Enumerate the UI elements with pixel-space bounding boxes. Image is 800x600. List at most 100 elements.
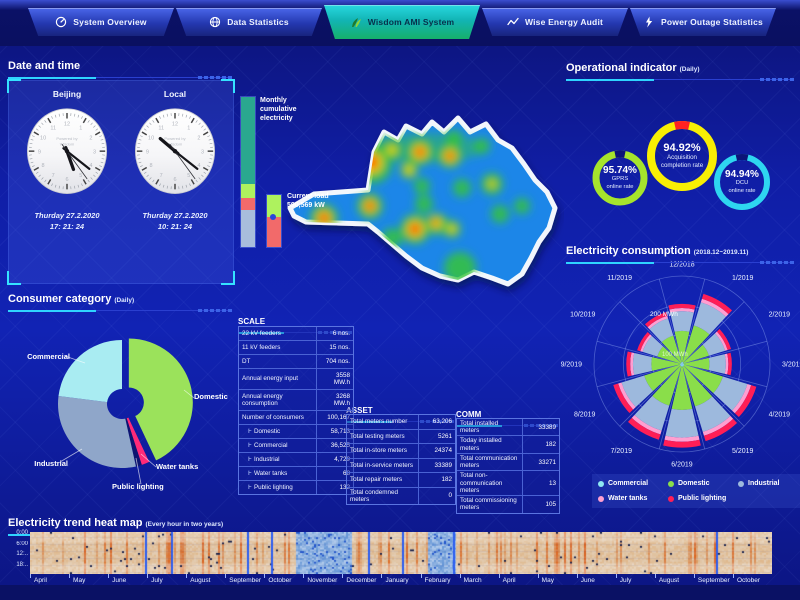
rose-sector[interactable] (627, 417, 661, 440)
pie-slice-industrial[interactable] (57, 395, 136, 468)
rose-sector[interactable] (734, 385, 757, 418)
rose-sector[interactable] (631, 414, 662, 435)
rose-sector[interactable] (664, 435, 700, 442)
pie-slice-water-tanks[interactable] (126, 417, 150, 465)
rose-sector[interactable] (670, 311, 694, 332)
rose-sector[interactable] (626, 351, 632, 377)
rose-sector[interactable] (682, 364, 684, 367)
rose-sector[interactable] (683, 344, 709, 364)
rose-sector[interactable] (682, 325, 710, 363)
rose-sector[interactable] (681, 364, 683, 367)
svg-text:6: 6 (65, 177, 68, 183)
rose-sector[interactable] (682, 365, 713, 407)
rose-sector[interactable] (683, 364, 723, 394)
rose-sector[interactable] (661, 335, 682, 363)
rose-sector[interactable] (708, 354, 726, 374)
rose-sector[interactable] (618, 382, 636, 410)
asset-table: Total meters number 63,206 Total testing m… (346, 414, 456, 505)
heatmap-month-label: May (541, 577, 554, 584)
rose-month-label: 9/2019 (561, 362, 583, 369)
rose-sector[interactable] (640, 334, 652, 352)
rose-sector[interactable] (702, 333, 726, 356)
heatmap-month-tick (30, 574, 31, 578)
bar-segment (267, 216, 281, 247)
legend-item-commercial[interactable]: Commercial (598, 480, 658, 487)
table-row: Annual energy input 3558 MW.h (239, 368, 353, 389)
rose-sector[interactable] (630, 352, 635, 376)
rose-sector[interactable] (674, 330, 690, 363)
tab-system-overview[interactable]: System Overview (28, 8, 174, 36)
rose-sector[interactable] (702, 415, 734, 436)
heatmap-month-tick (693, 574, 695, 578)
table-row: Ͱ Water tanks 68 (239, 466, 353, 480)
rose-sector[interactable] (682, 363, 684, 365)
rose-sector[interactable] (657, 346, 681, 364)
rose-sector[interactable] (680, 363, 682, 365)
legend-item-domestic[interactable]: Domestic (668, 480, 728, 487)
row-label: 22 kV feeders (242, 329, 281, 337)
rose-sector[interactable] (682, 361, 684, 364)
bar-segment (241, 197, 255, 210)
rose-sector[interactable] (682, 362, 684, 364)
table-row: Today installed meters 182 (457, 435, 559, 453)
svg-text:12: 12 (172, 122, 178, 128)
pie-slice-public-lighting[interactable] (125, 418, 142, 467)
legend-item-public-lighting[interactable]: Public lighting (668, 495, 728, 502)
rose-sector[interactable] (681, 362, 683, 364)
rose-sector[interactable] (669, 308, 695, 313)
rose-sector[interactable] (693, 302, 727, 335)
heatmap-month-label: November (307, 577, 338, 584)
rose-sector[interactable] (644, 312, 668, 328)
rose-sector[interactable] (621, 375, 654, 408)
row-value: 4,729 (316, 453, 353, 466)
clock-local: Local 1 2 3 4 5 6 7 8 9 10 11 12 Powered by Wisdom Th… (123, 89, 227, 231)
heatmap-month-label: April (502, 577, 516, 584)
pie-label: Commercial (27, 352, 70, 361)
rose-sector[interactable] (651, 357, 681, 371)
rose-sector[interactable] (701, 293, 733, 315)
rose-sector[interactable] (632, 352, 653, 376)
rose-sector[interactable] (613, 383, 634, 414)
legend-item-water-tanks[interactable]: Water tanks (598, 495, 658, 502)
tab-wisdom-ami-system[interactable]: Wisdom AMI System (324, 5, 480, 39)
rose-sector[interactable] (649, 318, 674, 343)
rose-sector[interactable] (715, 331, 728, 351)
rose-sector[interactable] (680, 363, 682, 364)
rose-sector[interactable] (732, 383, 752, 414)
rose-sector[interactable] (683, 357, 710, 371)
svg-text:12: 12 (64, 122, 70, 128)
rose-sector[interactable] (642, 335, 664, 357)
pie-slice-commercial[interactable] (58, 340, 122, 403)
rose-sector[interactable] (668, 303, 696, 310)
rose-sector[interactable] (663, 439, 701, 448)
svg-text:9: 9 (38, 149, 41, 155)
row-label: Total installed meters (460, 420, 499, 435)
rose-sector[interactable] (682, 364, 685, 366)
rose-sector[interactable] (644, 364, 681, 391)
rose-sector[interactable] (703, 418, 738, 442)
rose-sector[interactable] (680, 362, 682, 364)
rose-sector[interactable] (716, 328, 732, 351)
rose-sector[interactable] (680, 364, 682, 367)
rose-sector[interactable] (679, 364, 682, 366)
svg-text:6: 6 (173, 177, 176, 183)
rose-sector[interactable] (647, 315, 669, 330)
tab-data-statistics[interactable]: Data Statistics (176, 8, 322, 36)
rose-sector[interactable] (652, 365, 682, 406)
rose-sector[interactable] (665, 408, 699, 438)
rose-sector[interactable] (694, 396, 731, 432)
rose-sector[interactable] (637, 331, 651, 352)
rose-sector[interactable] (671, 366, 693, 410)
consumer-section-title: Consumer category (Daily) (8, 289, 232, 312)
pie-slice-domestic[interactable] (128, 338, 193, 461)
rose-sector[interactable] (713, 376, 748, 411)
tab-wise-energy-audit[interactable]: Wise Energy Audit (482, 8, 628, 36)
legend-item-industrial[interactable]: Industrial (738, 480, 798, 487)
rose-sector[interactable] (724, 353, 729, 375)
rose-sector[interactable] (634, 395, 670, 431)
rose-sector[interactable] (727, 352, 732, 376)
map-svg (287, 115, 558, 287)
tab-power-outage-statistics[interactable]: Power Outage Statistics (630, 8, 776, 36)
rose-sector[interactable] (700, 298, 729, 317)
current-load-marker (270, 214, 276, 220)
